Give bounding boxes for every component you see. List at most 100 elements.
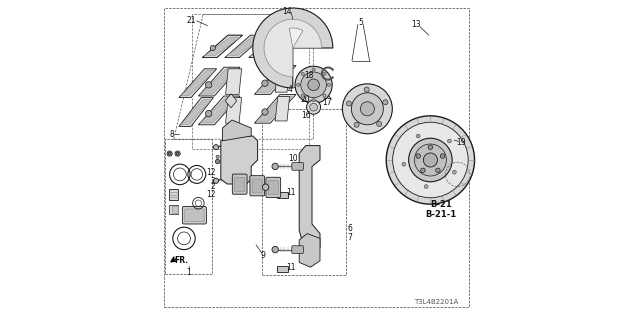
- FancyBboxPatch shape: [292, 163, 303, 170]
- Circle shape: [176, 152, 179, 155]
- Circle shape: [214, 178, 219, 183]
- Circle shape: [424, 185, 428, 188]
- Polygon shape: [270, 32, 287, 58]
- Polygon shape: [256, 96, 294, 121]
- FancyBboxPatch shape: [232, 174, 247, 194]
- Circle shape: [447, 139, 451, 143]
- Polygon shape: [198, 96, 240, 125]
- Circle shape: [416, 154, 420, 158]
- Polygon shape: [249, 35, 289, 58]
- Text: 4: 4: [288, 85, 293, 94]
- Bar: [172, 206, 178, 213]
- Polygon shape: [169, 189, 178, 200]
- Polygon shape: [225, 94, 237, 108]
- Text: 9: 9: [260, 252, 266, 260]
- Circle shape: [210, 45, 215, 51]
- Circle shape: [312, 68, 316, 71]
- Circle shape: [415, 144, 447, 176]
- Text: 1: 1: [186, 268, 191, 277]
- Circle shape: [312, 99, 316, 102]
- Polygon shape: [254, 66, 296, 94]
- Text: 2: 2: [211, 182, 215, 191]
- Text: 20: 20: [300, 95, 310, 104]
- Text: 15: 15: [269, 182, 280, 191]
- Circle shape: [215, 159, 220, 164]
- Circle shape: [214, 145, 219, 150]
- Polygon shape: [179, 69, 216, 98]
- Polygon shape: [225, 123, 237, 137]
- Polygon shape: [254, 94, 296, 123]
- Polygon shape: [256, 68, 294, 92]
- Circle shape: [342, 84, 392, 134]
- Circle shape: [424, 153, 438, 167]
- Polygon shape: [204, 37, 241, 56]
- Bar: [165, 139, 212, 274]
- Text: B-21-1: B-21-1: [426, 210, 456, 219]
- Circle shape: [310, 103, 317, 111]
- Circle shape: [301, 94, 305, 97]
- Circle shape: [351, 93, 383, 125]
- FancyBboxPatch shape: [182, 206, 206, 224]
- Text: 11: 11: [286, 263, 295, 272]
- Circle shape: [346, 101, 351, 106]
- Circle shape: [272, 163, 278, 170]
- Circle shape: [393, 122, 468, 198]
- Circle shape: [262, 80, 268, 86]
- Polygon shape: [225, 35, 265, 58]
- Circle shape: [452, 170, 456, 174]
- Circle shape: [383, 100, 388, 105]
- Polygon shape: [179, 98, 214, 126]
- Circle shape: [205, 110, 212, 117]
- Circle shape: [386, 116, 475, 204]
- Polygon shape: [181, 100, 211, 124]
- FancyBboxPatch shape: [250, 176, 265, 196]
- Circle shape: [295, 66, 332, 103]
- Circle shape: [301, 72, 305, 76]
- Text: 13: 13: [411, 20, 421, 29]
- FancyBboxPatch shape: [252, 179, 262, 193]
- Polygon shape: [200, 69, 238, 94]
- Circle shape: [364, 87, 369, 92]
- FancyBboxPatch shape: [184, 209, 204, 222]
- FancyBboxPatch shape: [292, 246, 303, 253]
- Polygon shape: [275, 68, 290, 92]
- FancyBboxPatch shape: [266, 177, 280, 197]
- Polygon shape: [223, 120, 251, 141]
- Text: 12: 12: [207, 168, 216, 177]
- FancyBboxPatch shape: [268, 180, 278, 195]
- Text: 17: 17: [323, 98, 332, 107]
- Circle shape: [262, 184, 269, 190]
- Polygon shape: [300, 234, 320, 267]
- Polygon shape: [200, 98, 238, 123]
- Circle shape: [360, 102, 374, 116]
- Circle shape: [323, 72, 326, 76]
- Circle shape: [420, 168, 425, 172]
- Circle shape: [301, 72, 326, 98]
- Text: 18: 18: [304, 71, 314, 80]
- Text: 21: 21: [187, 16, 196, 25]
- Polygon shape: [275, 97, 290, 121]
- Circle shape: [307, 100, 321, 114]
- Polygon shape: [300, 146, 320, 253]
- Circle shape: [428, 145, 433, 149]
- Bar: [169, 205, 178, 214]
- Circle shape: [167, 151, 172, 156]
- Text: 5: 5: [358, 18, 363, 27]
- Text: 3: 3: [211, 177, 215, 186]
- Circle shape: [175, 151, 180, 156]
- Circle shape: [376, 121, 381, 126]
- Text: 14: 14: [282, 7, 292, 16]
- Polygon shape: [221, 136, 258, 184]
- Text: 8: 8: [170, 130, 175, 139]
- Text: 16: 16: [301, 111, 311, 120]
- Polygon shape: [251, 37, 287, 56]
- Circle shape: [440, 154, 445, 158]
- Polygon shape: [202, 35, 243, 58]
- Wedge shape: [289, 28, 303, 48]
- Polygon shape: [198, 67, 240, 96]
- Circle shape: [354, 122, 359, 127]
- Circle shape: [262, 109, 268, 115]
- Circle shape: [328, 83, 331, 86]
- Polygon shape: [226, 98, 242, 123]
- Polygon shape: [227, 37, 263, 56]
